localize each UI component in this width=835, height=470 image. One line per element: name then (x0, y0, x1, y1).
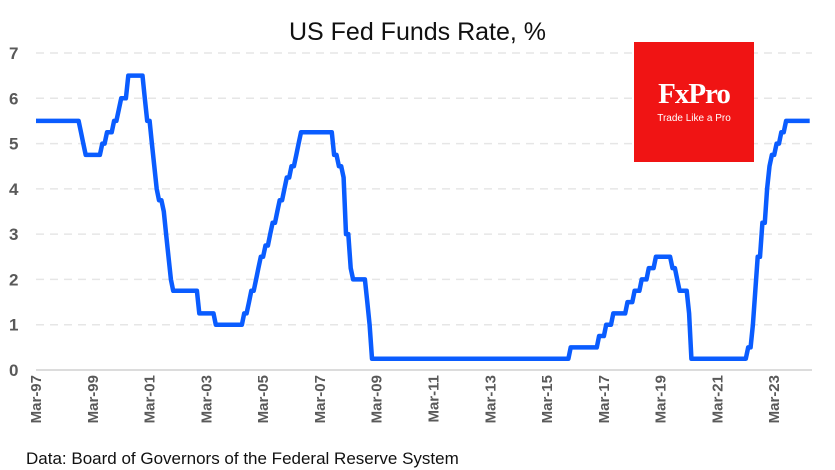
x-tick-label: Mar-15 (539, 375, 556, 423)
fxpro-logo: FxPro Trade Like a Pro (634, 42, 754, 162)
x-tick-label: Mar-07 (312, 375, 329, 423)
x-tick-label: Mar-09 (369, 375, 386, 423)
x-tick-label: Mar-97 (28, 375, 45, 423)
y-tick-label: 6 (9, 89, 18, 108)
logo-brand: FxPro (658, 78, 731, 110)
x-tick-label: Mar-13 (482, 375, 499, 423)
x-tick-label: Mar-11 (426, 375, 443, 423)
x-tick-label: Mar-17 (596, 375, 613, 423)
y-axis: 0 1 2 3 4 5 6 7 (9, 44, 19, 380)
x-tick-label: Mar-01 (142, 375, 159, 423)
y-tick-label: 1 (9, 316, 18, 335)
series-line-fed-funds-rate (36, 73, 810, 361)
y-tick-label: 0 (9, 361, 18, 380)
y-tick-label: 2 (9, 270, 18, 289)
y-tick-label: 5 (9, 135, 18, 154)
chart-title: US Fed Funds Rate, % (288, 18, 547, 46)
x-tick-label: Mar-21 (709, 375, 726, 423)
x-axis: Mar-97 Mar-99 Mar-01 Mar-03 Mar-05 Mar-07 Mar-… (28, 375, 783, 423)
x-tick-label: Mar-05 (255, 375, 272, 423)
x-tick-label: Mar-03 (198, 375, 215, 423)
x-tick-label: Mar-99 (85, 375, 102, 423)
x-tick-label: Mar-23 (766, 375, 783, 423)
y-tick-label: 3 (9, 225, 18, 244)
y-tick-label: 7 (9, 44, 18, 63)
source-note: Data: Board of Governors of the Federal … (26, 449, 459, 468)
logo-tagline: Trade Like a Pro (657, 113, 731, 124)
x-tick-label: Mar-19 (653, 375, 670, 423)
y-tick-label: 4 (9, 180, 19, 199)
